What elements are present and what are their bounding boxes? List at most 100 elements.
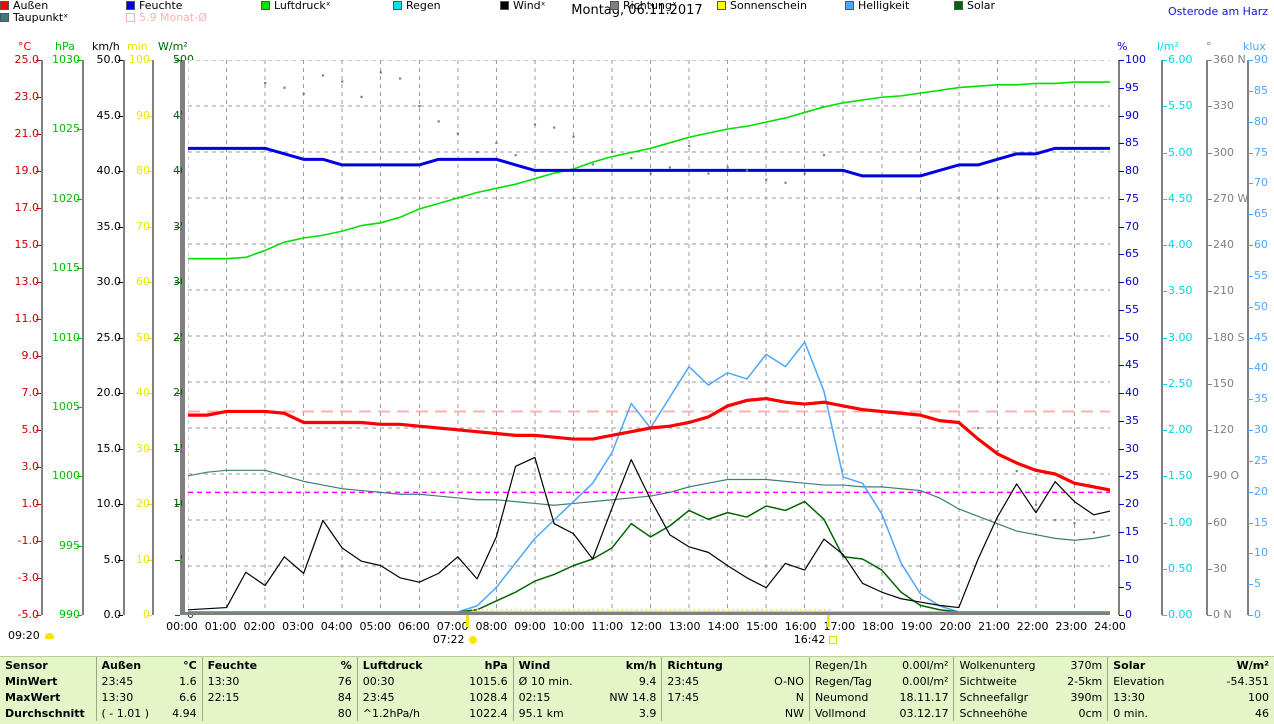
series-richtung-point (572, 135, 575, 138)
table-cell-richtung-value: N (795, 690, 804, 704)
series-sonnenschein-point (563, 609, 566, 611)
axis-tick-label: 4.50 (1168, 191, 1193, 205)
table-cell-aussen-value: 1.6 (179, 674, 197, 688)
axis-rule (82, 60, 84, 615)
axis-tick-mark (1248, 460, 1253, 462)
series-richtung-point (630, 157, 633, 160)
axis-tick-label: 210 (1213, 284, 1234, 298)
series-sonnenschein-point (790, 609, 792, 611)
series-richtung-point (1054, 519, 1057, 522)
axis-tick-mark (1248, 399, 1253, 401)
table-cell-sicht-value: 0cm (1078, 706, 1103, 720)
legend-monatsmittel[interactable]: 5.9 Monat-Ø (126, 12, 207, 24)
x-axis-tick-label: 19:00 (900, 620, 933, 633)
series-helligkeit (188, 341, 1110, 612)
axis-tick-label: 30 (1213, 561, 1227, 575)
sunrise-marker (465, 615, 469, 627)
axis-tick-label: 70 (1254, 176, 1268, 190)
axis-tick-label: 25 (1125, 469, 1139, 483)
series-sonnenschein-point (534, 609, 537, 611)
clock-time: 09:20 (8, 629, 40, 642)
series-wind (188, 456, 1110, 611)
axis-tick-label: 1.0 (21, 497, 40, 510)
series-sonnenschein-point (578, 609, 580, 611)
x-axis-tick-label: 14:00 (707, 620, 740, 633)
legend-regen[interactable]: Regen (393, 0, 441, 12)
axis-tick-label: 3.00 (1168, 330, 1193, 344)
axis-tick-mark (1162, 198, 1167, 200)
series-sonnenschein-point (486, 609, 489, 611)
axis-tick-mark (1207, 476, 1212, 478)
x-axis-tick-label: 00:00 (166, 620, 198, 633)
axis-tick-label: 300 (1213, 145, 1234, 159)
series-richtung-point (533, 123, 537, 126)
cloud-sun-icon (44, 633, 54, 639)
series-richtung-point (784, 181, 787, 184)
table-cell-regen-value: 03.12.17 (899, 706, 949, 720)
legend-label: Luftdruckˣ (274, 0, 331, 12)
table-cell-aussen-value: 6.6 (179, 690, 197, 704)
series-sonnenschein-point (481, 609, 484, 611)
legend-aussen[interactable]: Außen (0, 0, 48, 12)
series-sonnenschein-point (785, 609, 787, 611)
axis-tick-label: 1030 (52, 53, 80, 66)
legend-helligkeit[interactable]: Helligkeit (845, 0, 909, 12)
table-row-label: Durchschnitt (5, 706, 85, 720)
axis-tick-mark (36, 245, 41, 246)
series-sonnenschein-point (476, 609, 479, 611)
series-richtung-point (803, 172, 806, 175)
series-sonnenschein-point (616, 609, 619, 611)
axis-tick-label: 10 (1125, 552, 1139, 566)
axis-tick-mark (147, 615, 152, 616)
x-axis-tick-label: 23:00 (1055, 620, 1088, 633)
table-cell-aussen-label: 13:30 (95, 689, 155, 705)
axis-tick-mark (1119, 476, 1124, 478)
series-sonnenschein-point (751, 609, 754, 611)
axis-tick-mark (1248, 584, 1253, 586)
axis-tick-mark (118, 504, 123, 505)
axis-tick-mark (36, 60, 41, 61)
legend-swatch-icon (954, 1, 963, 10)
legend-wind[interactable]: Windˣ (500, 0, 546, 12)
series-sonnenschein-point (828, 609, 831, 611)
axis-tick-mark (175, 226, 180, 228)
legend-richtung[interactable]: Richtungˣ (610, 0, 677, 12)
axis-tick-mark (175, 171, 180, 172)
station-name[interactable]: Osterode am Harz (1168, 5, 1268, 18)
x-axis-tick-label: 09:00 (514, 620, 546, 633)
axis-tick-mark (118, 226, 123, 228)
axis-tick-mark (147, 60, 152, 61)
sunset-label: 16:42 (794, 633, 838, 646)
axis-tick-label: 35.0 (96, 219, 122, 233)
legend-feuchte[interactable]: Feuchte (126, 0, 183, 12)
series-sonnenschein-point (674, 609, 676, 611)
table-cell-sicht-value: 2-5km (1067, 674, 1103, 688)
series-richtung-point (341, 80, 344, 83)
axis-tick-label: 80 (136, 164, 150, 177)
axis-tick-mark (77, 337, 82, 339)
chart-plot-area[interactable] (182, 60, 1110, 615)
legend-solar[interactable]: Solar (954, 0, 995, 12)
axis-tick-mark (1119, 115, 1124, 117)
series-sonnenschein-point (809, 609, 811, 611)
axis-tick-label: 11.0 (14, 312, 40, 325)
table-cell-richtung-value: O-NO (774, 674, 804, 688)
legend-sonnenschein[interactable]: Sonnenschein (717, 0, 807, 12)
legend-luftdruck[interactable]: Luftdruckˣ (261, 0, 331, 12)
axis-tick-mark (1207, 152, 1212, 154)
axis-tick-label: 1000 (52, 469, 80, 483)
series-sonnenschein-point (814, 609, 816, 611)
axis-tick-mark (1207, 337, 1212, 339)
axis-tick-mark (1207, 522, 1212, 524)
legend-taupunkt[interactable]: Taupunktˣ (0, 12, 68, 24)
series-sonnenschein-point (775, 609, 778, 611)
series-sonnenschein-point (568, 609, 571, 611)
table-cell-richtung-value (743, 657, 810, 673)
axis-tick-label: 75 (1125, 191, 1139, 205)
table-cell-richtung-label: Richtung (661, 657, 743, 673)
axis-tick-mark (1207, 615, 1212, 616)
axis-unit-min: min (127, 40, 148, 53)
chart-legend: Außen Taupunktˣ Feuchte 5.9 Monat-Ø Luftdruc… (0, 0, 995, 24)
sunrise-label: 07:22 (433, 633, 477, 646)
axis-tick-mark (36, 97, 41, 98)
